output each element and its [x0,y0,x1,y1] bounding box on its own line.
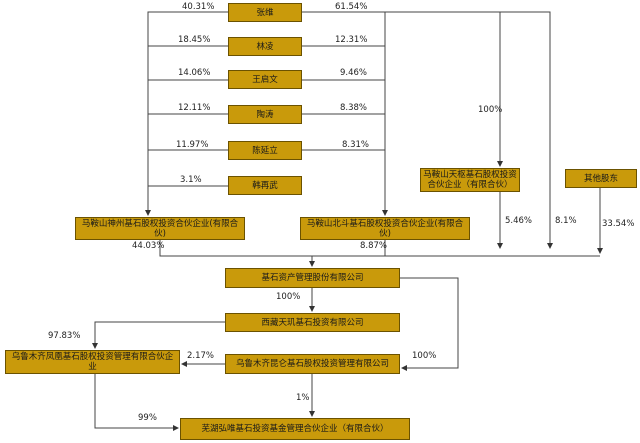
entity-box: 乌鲁木齐凤凰基石股权投资管理有限合伙企业 [5,350,180,374]
share-label: 40.31% [182,2,215,12]
entity-box: 其他股东 [565,169,637,188]
share-label: 12.11% [178,103,211,113]
entity-box: 韩再武 [228,176,302,195]
entity-box: 马鞍山北斗基石股权投资合伙企业(有限合伙) [300,217,470,240]
share-label: 9.46% [340,68,368,78]
share-label: 12.31% [335,35,368,45]
share-label: 100% [412,351,437,361]
entity-box: 马鞍山天枢基石股权投资合伙企业（有限合伙） [420,168,520,192]
share-label: 8.87% [360,241,388,251]
share-label: 33.54% [602,219,635,229]
entity-box: 乌鲁木齐昆仑基石股权投资管理有限公司 [225,354,400,374]
share-label: 8.38% [340,103,368,113]
share-label: 5.46% [505,216,533,226]
entity-box: 芜湖弘唯基石投资基金管理合伙企业（有限合伙） [180,418,410,440]
entity-box: 马鞍山神州基石股权投资合伙企业(有限合伙) [75,217,245,240]
share-label: 1% [296,393,310,403]
share-label: 8.1% [555,216,577,226]
entity-box: 陈延立 [228,141,302,160]
share-label: 44.03% [132,241,165,251]
share-label: 11.97% [176,140,209,150]
share-label: 61.54% [335,2,368,12]
share-label: 3.1% [180,175,202,185]
entity-box: 王启文 [228,70,302,89]
share-label: 100% [478,105,503,115]
share-label: 14.06% [178,68,211,78]
share-label: 18.45% [178,35,211,45]
entity-box: 基石资产管理股份有限公司 [225,268,400,288]
share-label: 8.31% [342,140,370,150]
share-label: 2.17% [187,351,215,361]
edges [92,11,603,431]
share-label: 99% [138,413,157,423]
entity-box: 西藏天玑基石投资有限公司 [225,313,400,332]
entity-box: 张维 [228,3,302,22]
share-label: 97.83% [48,331,81,341]
entity-box: 陶涛 [228,105,302,124]
share-label: 100% [276,292,301,302]
entity-box: 林凌 [228,37,302,56]
